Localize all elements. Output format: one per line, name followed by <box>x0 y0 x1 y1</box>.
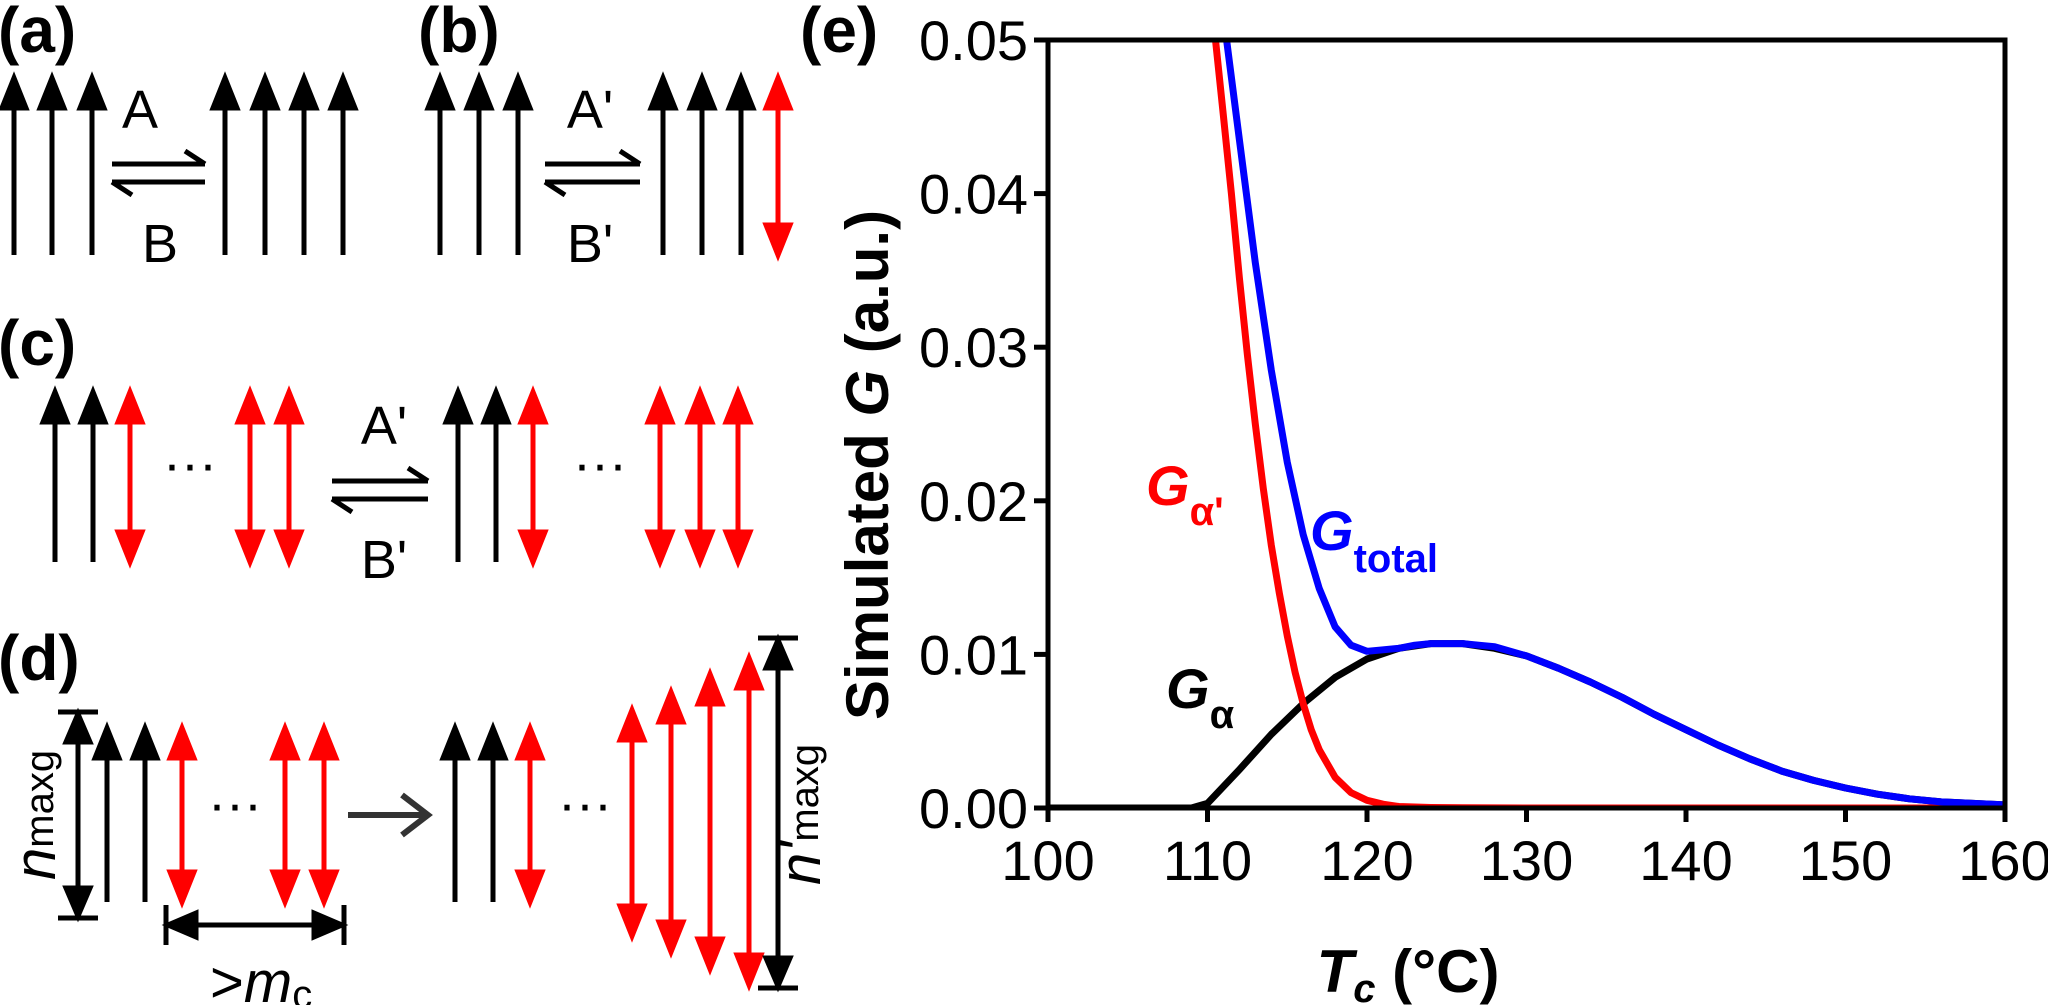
panel-b-equilibrium-arrows <box>543 148 642 198</box>
panel-b-left-chains <box>424 71 534 255</box>
y-tick-label: 0.01 <box>919 623 1028 686</box>
panel-a-rate-a: A <box>122 80 158 140</box>
panel-d-transform-arrow <box>348 792 433 838</box>
panel-c-label: (c) <box>0 307 76 379</box>
panel-e-label: (e) <box>800 0 878 66</box>
label-g-alpha-prime: Gα' <box>1146 454 1224 534</box>
panel-b-rate-a: A' <box>567 80 613 140</box>
panel-d-m-sub: c <box>292 973 312 1005</box>
panel-a-right-chains <box>209 71 359 255</box>
panel-d-n-letter: n <box>3 848 68 880</box>
label-g-total: Gtotal <box>1310 499 1438 581</box>
label-g-alpha: Gα <box>1166 657 1235 737</box>
panel-a-label: (a) <box>0 0 76 66</box>
x-tick-label: 160 <box>1958 829 2048 892</box>
panel-b-right-chains <box>647 71 757 255</box>
x-tick-label: 120 <box>1320 829 1413 892</box>
y-axis-title-suffix: (a.u.) <box>834 210 901 370</box>
series-line-g-total <box>1223 40 2005 808</box>
panel-d-n-prime-sub: maxg <box>783 744 827 842</box>
panel-b-red-double-arrow <box>762 71 794 262</box>
panel-d-left-red-chains <box>166 721 340 909</box>
panel-d-n-sub: maxg <box>18 750 62 848</box>
panel-c-right-ellipsis: ··· <box>573 434 627 494</box>
panel-b-label: (b) <box>418 0 500 66</box>
panel-d-n-maxg-bracket <box>58 707 98 923</box>
label-g-alpha-prime-main: G <box>1146 454 1190 517</box>
panel-e: (e) 0.00 0.01 0.02 0.03 0.04 0.05 100 110 120 130… <box>800 0 2048 1005</box>
x-tick-label: 110 <box>1163 829 1252 892</box>
panel-a-left-chains <box>0 71 108 255</box>
y-tick-label: 0.00 <box>919 777 1028 840</box>
panel-d-label: (d) <box>0 622 80 694</box>
label-g-total-main: G <box>1310 499 1354 562</box>
panel-d-right-red-short-chain <box>514 721 546 909</box>
panel-c-rate-a: A' <box>361 396 407 456</box>
panel-c-rate-b: B' <box>361 530 407 590</box>
panel-d-n-prime-letter: n' <box>768 840 833 885</box>
label-g-total-sub: total <box>1354 537 1438 581</box>
y-axis-title-letter: G <box>834 370 901 417</box>
panel-c-right-red-chains <box>517 385 754 569</box>
y-axis-title-prefix: Simulated <box>834 417 901 720</box>
panel-c-right-black-chains <box>442 385 512 562</box>
x-tick-label: 140 <box>1639 829 1732 892</box>
panel-b-rate-b: B' <box>567 214 613 274</box>
y-tick-label: 0.02 <box>919 470 1028 533</box>
panel-d-m-letter: m <box>244 950 292 1005</box>
panel-d-right-red-long-chains <box>616 651 765 992</box>
panel-d-n-prime-maxg-label: n'maxg <box>768 744 833 885</box>
panel-d-left-black-chains <box>91 721 161 902</box>
x-axis-title-letter: T <box>1317 938 1358 1005</box>
x-tick-label: 150 <box>1799 829 1892 892</box>
panel-d: (d) nmaxg ··· >mc <box>0 622 833 1005</box>
label-g-alpha-main: G <box>1166 657 1210 720</box>
panel-d-m-prefix: > <box>210 950 244 1005</box>
y-axis-title: Simulated G (a.u.) <box>834 210 901 720</box>
x-axis-title-unit: (°C) <box>1375 938 1499 1005</box>
label-g-alpha-sub: α <box>1210 693 1235 737</box>
panel-c-left-red-chains <box>114 385 305 569</box>
panel-d-n-prime-maxg-bracket <box>758 633 798 993</box>
panel-c-left-black-chains <box>39 385 109 562</box>
panel-d-right-ellipsis: ··· <box>558 774 612 834</box>
y-tick-label: 0.05 <box>919 9 1028 72</box>
panel-c: (c) ··· A' B' ··· <box>0 307 754 590</box>
x-axis-title: Tc (°C) <box>1317 938 1500 1005</box>
panel-a-equilibrium-arrows <box>110 148 207 198</box>
panel-a: (a) A B <box>0 0 359 274</box>
label-g-alpha-prime-sub: α' <box>1190 490 1224 534</box>
y-tick-label: 0.04 <box>919 163 1028 226</box>
panel-d-m-c-label: >mc <box>210 950 312 1005</box>
panel-c-left-ellipsis: ··· <box>163 434 217 494</box>
panel-b: (b) A' B' <box>418 0 794 274</box>
x-tick-label: 130 <box>1480 829 1573 892</box>
chart-ticks: 0.00 0.01 0.02 0.03 0.04 0.05 100 110 120 130 140 1… <box>919 9 2048 892</box>
panel-d-right-black-chains <box>439 721 509 902</box>
panel-d-left-ellipsis: ··· <box>208 774 262 834</box>
y-tick-label: 0.03 <box>919 316 1028 379</box>
panel-c-equilibrium-arrows <box>330 465 430 515</box>
x-tick-label: 100 <box>1001 829 1094 892</box>
panel-d-n-maxg-label: nmaxg <box>3 750 68 880</box>
panel-a-rate-b: B <box>142 214 178 274</box>
x-axis-title-sub: c <box>1353 967 1375 1005</box>
panel-d-m-c-bracket <box>161 905 349 945</box>
